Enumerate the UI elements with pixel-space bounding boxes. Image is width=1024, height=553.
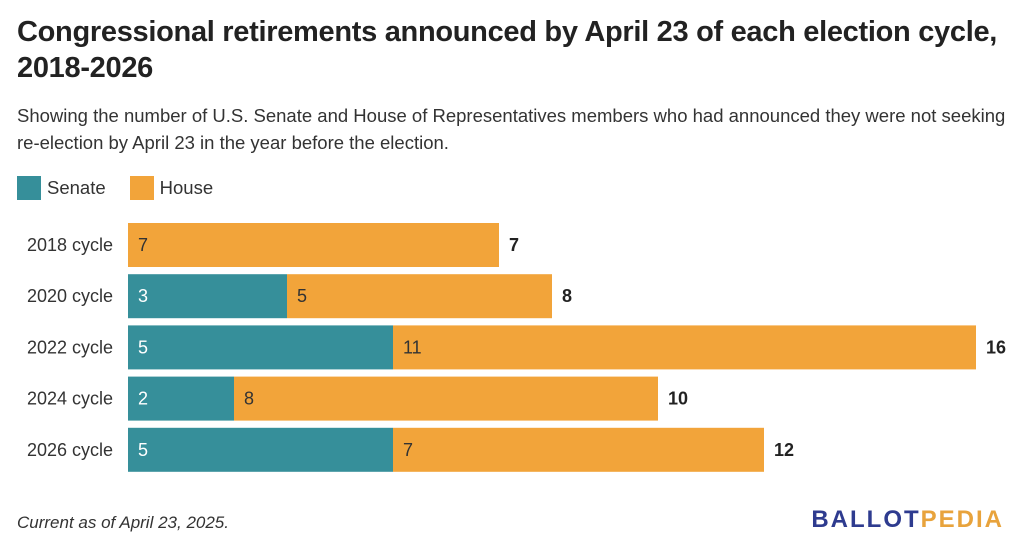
bar-house-2020-cycle	[287, 274, 552, 319]
data-label-senate-2024-cycle: 2	[138, 389, 148, 409]
category-label-2022-cycle: 2022 cycle	[27, 337, 113, 357]
bar-house-2026-cycle	[393, 427, 764, 472]
legend: Senate House	[17, 176, 237, 200]
total-label-2018-cycle: 7	[509, 235, 519, 255]
bar-senate-2026-cycle	[128, 427, 393, 472]
data-label-senate-2020-cycle: 3	[138, 286, 148, 306]
bar-house-2024-cycle	[234, 376, 658, 421]
bar-senate-2020-cycle	[128, 274, 287, 319]
data-label-house-2024-cycle: 8	[244, 389, 254, 409]
logo-part-pedia: PEDIA	[920, 506, 1004, 533]
total-label-2022-cycle: 16	[986, 337, 1006, 357]
category-label-2024-cycle: 2024 cycle	[27, 389, 113, 409]
data-label-senate-2022-cycle: 5	[138, 337, 148, 357]
bar-house-2018-cycle	[128, 223, 499, 267]
bar-house-2022-cycle	[393, 325, 976, 370]
data-label-senate-2026-cycle: 5	[138, 440, 148, 460]
legend-label-senate: Senate	[47, 177, 106, 198]
data-label-house-2026-cycle: 7	[403, 440, 413, 460]
total-label-2024-cycle: 10	[668, 389, 688, 409]
category-label-2020-cycle: 2020 cycle	[27, 286, 113, 306]
bar-senate-2022-cycle	[128, 325, 393, 370]
data-label-house-2018-cycle: 7	[138, 235, 148, 255]
category-label-2026-cycle: 2026 cycle	[27, 440, 113, 460]
legend-swatch-senate	[17, 176, 41, 200]
ballotpedia-logo: BALLOTPEDIA	[811, 506, 1004, 534]
legend-swatch-house	[129, 176, 154, 200]
footer-note: Current as of April 23, 2025.	[17, 513, 229, 532]
chart-subtitle: Showing the number of U.S. Senate and Ho…	[17, 105, 1006, 153]
total-label-2020-cycle: 8	[562, 286, 572, 306]
bar-chart: 2018 cycle 7 7 2020 cycle 3 5 8 2022 cycle 5 11 16…	[27, 223, 1006, 472]
category-label-2018-cycle: 2018 cycle	[27, 235, 113, 255]
legend-label-house: House	[159, 177, 214, 198]
logo-part-ballot: BALLOT	[811, 506, 921, 533]
total-label-2026-cycle: 12	[774, 440, 794, 460]
chart-title: Congressional retirements announced by A…	[17, 16, 998, 84]
legend-item-house: House	[129, 176, 214, 200]
legend-item-senate: Senate	[17, 176, 106, 200]
data-label-house-2020-cycle: 5	[297, 286, 307, 306]
bar-senate-2024-cycle	[128, 376, 234, 421]
data-label-house-2022-cycle: 11	[403, 337, 422, 357]
